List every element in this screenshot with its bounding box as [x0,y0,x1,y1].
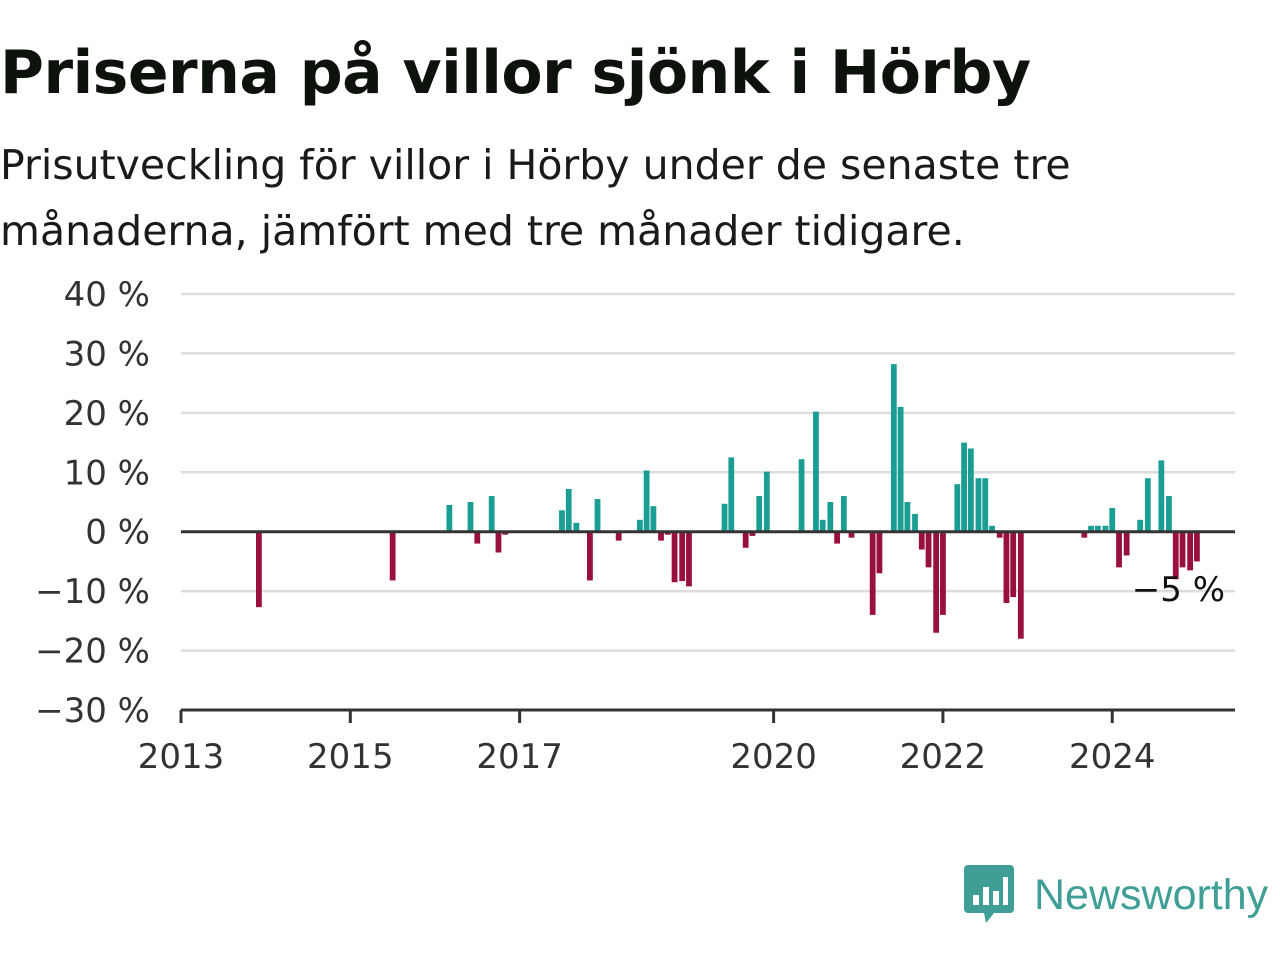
y-tick-label: 10 % [64,453,150,493]
bar [587,531,593,581]
bar [742,531,749,548]
bar [1158,460,1165,532]
bar [1003,531,1010,604]
y-tick-label: 0 % [85,513,150,553]
bar [1172,531,1179,580]
gridlines [181,292,1235,652]
bar [1088,525,1094,532]
x-tick-label: 2013 [138,737,225,777]
bar [686,531,692,587]
y-tick-label: 40 % [64,275,150,315]
newsworthy-logo: Newsworthy [964,864,1268,926]
chart-subtitle: Prisutveckling för villor i Hörby under … [0,141,1071,255]
bar [615,531,622,541]
bar [389,531,396,581]
bar [1109,507,1116,532]
bar [834,531,840,544]
bar [819,519,826,532]
bar [728,457,735,532]
brand-name: Newsworthy [1034,870,1269,919]
bar [890,364,897,532]
bar [1102,525,1109,532]
bar [643,470,650,532]
bar-chart: −30 %−20 %−10 %0 %10 %20 %30 %40 % 2013 2… [35,275,1235,777]
bar [967,448,974,532]
bar [446,504,453,532]
bar [749,531,756,536]
bar [658,531,664,541]
y-axis: −30 % −20 % −10 % 0 % 10 % 20 % 30 % 40 % [35,275,150,731]
bar [840,496,847,532]
bar [1144,478,1151,532]
x-tick-label: 2020 [730,737,817,777]
bar [1187,531,1194,571]
bar [827,502,834,532]
bar [756,496,763,532]
annotations: −5 % [1132,570,1225,610]
bar [495,531,502,553]
bars [255,364,1200,639]
y-tick-label: 30 % [64,334,150,374]
y-tick-label: −10 % [35,572,150,612]
bar [940,531,946,615]
x-tick-label: 2015 [307,737,394,777]
bar [918,531,925,550]
bar [1123,531,1130,556]
bar [933,531,940,633]
bar [763,471,770,532]
bar [813,411,819,532]
bar [565,488,572,532]
y-tick-label: −30 % [35,691,150,731]
bar [255,531,262,608]
bar [912,513,918,532]
bar [1166,496,1172,532]
bar [904,502,911,532]
y-tick-label: 20 % [64,394,150,434]
bar [671,531,678,583]
bar [876,531,883,574]
bar [961,442,967,532]
bar [636,519,643,532]
bar [474,531,481,544]
bar [1010,531,1017,598]
bar [559,510,565,532]
bar [848,531,855,538]
x-tick-label: 2024 [1069,737,1156,777]
bar [1194,531,1200,562]
bar [1017,531,1024,639]
bar [954,484,961,532]
bar [1081,531,1088,538]
x-axis: 2013 2015 2017 2020 2022 2024 [138,530,1235,777]
bar [869,531,876,615]
bar [467,502,474,532]
y-tick-label: −20 % [35,632,150,672]
bar [594,499,601,532]
bar [488,496,495,532]
bar [1094,525,1101,532]
bar [573,522,580,532]
bar [1116,531,1122,568]
x-tick-label: 2017 [476,737,563,777]
bar [982,478,989,532]
x-tick-label: 2022 [900,737,987,777]
latest-value-label: −5 % [1132,570,1225,610]
newsworthy-logo-icon [964,865,1014,923]
bar [996,531,1003,538]
bar [989,525,995,532]
bar [975,478,982,532]
bar [925,531,932,568]
bar [798,459,805,532]
bar [679,531,686,582]
bar [650,506,657,532]
bar [1137,519,1144,532]
chart-title: Priserna på villor sjönk i Hörby [0,38,1031,108]
bar [897,406,904,532]
bar [721,503,728,532]
bar [1179,531,1186,568]
